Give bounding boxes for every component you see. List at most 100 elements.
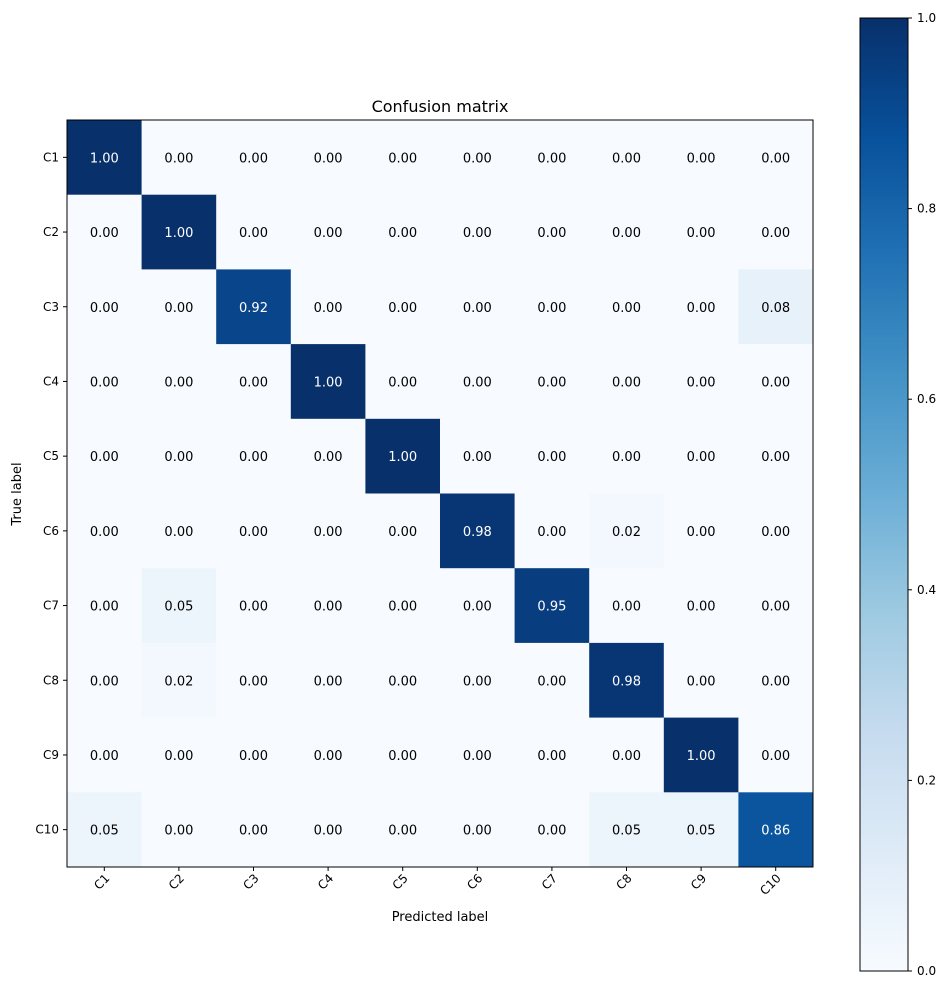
colorbar-tick-label: 0.4 bbox=[917, 583, 936, 597]
cell-value-label: 0.00 bbox=[463, 749, 492, 764]
heatmap-cell bbox=[738, 792, 814, 868]
heatmap-cell bbox=[67, 194, 143, 270]
cell-value-label: 1.00 bbox=[388, 450, 417, 465]
heatmap-cell bbox=[290, 194, 366, 270]
heatmap-cell bbox=[290, 792, 366, 868]
cell-value-label: 0.02 bbox=[164, 674, 193, 689]
heatmap-cell bbox=[514, 344, 590, 420]
colorbar-ticks: 0.0 0.2 0.4 0.6 0.8 1.0 bbox=[908, 11, 936, 978]
heatmap-cell bbox=[216, 344, 292, 420]
x-axis-label: Predicted label bbox=[392, 910, 489, 925]
cell-value-label: 0.00 bbox=[164, 824, 193, 839]
x-tick-label: C5 bbox=[390, 871, 411, 892]
y-axis-label: True label bbox=[10, 462, 25, 526]
heatmap-cell bbox=[589, 418, 665, 494]
heatmap-cell bbox=[290, 269, 366, 345]
heatmap-cell bbox=[365, 717, 441, 793]
heatmap-cell bbox=[514, 120, 590, 196]
heatmap-cell bbox=[514, 194, 590, 270]
cell-value-label: 0.00 bbox=[687, 301, 716, 316]
cell-value-label: 0.00 bbox=[761, 600, 790, 615]
heatmap-cell bbox=[290, 568, 366, 644]
x-tick-label: C3 bbox=[240, 871, 261, 892]
cell-value-label: 0.00 bbox=[388, 375, 417, 390]
cell-value-label: 0.00 bbox=[164, 525, 193, 540]
heatmap-cell bbox=[290, 717, 366, 793]
cell-value-label: 0.00 bbox=[687, 375, 716, 390]
y-axis-ticks: C1 C2 C3 C4 C5 C6 C7 C8 C9 C10 bbox=[35, 150, 67, 837]
heatmap-cell bbox=[589, 717, 665, 793]
heatmap-cell bbox=[738, 493, 814, 569]
cell-value-label: 1.00 bbox=[90, 151, 119, 166]
cell-value-label: 0.00 bbox=[314, 450, 343, 465]
cell-value-label: 0.00 bbox=[314, 525, 343, 540]
cell-value-label: 0.05 bbox=[687, 824, 716, 839]
cell-value-label: 0.00 bbox=[761, 674, 790, 689]
cell-value-label: 0.00 bbox=[687, 450, 716, 465]
cell-value-label: 0.00 bbox=[537, 525, 566, 540]
cell-value-label: 0.00 bbox=[687, 600, 716, 615]
colorbar-tick-label: 0.6 bbox=[917, 392, 936, 406]
heatmap-cell bbox=[216, 194, 292, 270]
cell-value-label: 0.00 bbox=[239, 450, 268, 465]
heatmap-cell bbox=[67, 568, 143, 644]
cell-value-label: 0.00 bbox=[239, 226, 268, 241]
cell-value-label: 0.00 bbox=[463, 151, 492, 166]
heatmap-cell bbox=[365, 344, 441, 420]
cell-value-label: 0.00 bbox=[90, 674, 119, 689]
heatmap-cell bbox=[67, 418, 143, 494]
cell-value-label: 0.08 bbox=[761, 301, 790, 316]
x-tick-label: C7 bbox=[539, 871, 560, 892]
heatmap-cell bbox=[141, 642, 217, 719]
cell-value-label: 0.00 bbox=[463, 824, 492, 839]
heatmap-cell bbox=[440, 717, 516, 793]
heatmap-cell bbox=[663, 568, 739, 644]
heatmap-cell bbox=[290, 493, 366, 569]
heatmap-cell bbox=[589, 194, 665, 270]
cell-value-label: 0.92 bbox=[239, 301, 268, 316]
cell-value-label: 0.00 bbox=[239, 375, 268, 390]
x-tick-label: C1 bbox=[91, 871, 112, 892]
heatmap-cell bbox=[440, 269, 516, 345]
cell-value-label: 0.00 bbox=[463, 226, 492, 241]
x-tick-label: C10 bbox=[757, 871, 784, 898]
heatmap-cell bbox=[514, 418, 590, 494]
heatmap-cell bbox=[440, 418, 516, 494]
cell-value-label: 0.00 bbox=[239, 674, 268, 689]
cell-value-label: 0.98 bbox=[463, 525, 492, 540]
x-axis-ticks: C1 C2 C3 C4 C5 C6 C7 C8 C9 C10 bbox=[91, 867, 784, 898]
heatmap-cell bbox=[738, 568, 814, 644]
heatmap-cell bbox=[440, 194, 516, 270]
cell-value-label: 0.00 bbox=[537, 450, 566, 465]
cell-value-label: 0.05 bbox=[612, 824, 641, 839]
cell-value-label: 0.02 bbox=[612, 525, 641, 540]
heatmap-cell bbox=[216, 717, 292, 793]
cell-value-label: 0.00 bbox=[314, 600, 343, 615]
heatmap-cell bbox=[663, 194, 739, 270]
heatmap-cell bbox=[663, 120, 739, 196]
heatmap-cell bbox=[514, 792, 590, 868]
cell-value-label: 0.95 bbox=[537, 600, 566, 615]
heatmap-cell bbox=[365, 792, 441, 868]
heatmap-cell bbox=[663, 269, 739, 345]
heatmap-cell bbox=[738, 418, 814, 494]
colorbar-tick-label: 1.0 bbox=[917, 11, 936, 25]
heatmap-cell bbox=[290, 120, 366, 196]
cell-value-label: 0.00 bbox=[537, 151, 566, 166]
heatmap-cell bbox=[141, 344, 217, 420]
heatmap-cell bbox=[738, 717, 814, 793]
cell-value-label: 0.00 bbox=[463, 450, 492, 465]
y-tick-label: C3 bbox=[43, 300, 59, 314]
colorbar bbox=[859, 17, 909, 972]
cell-value-label: 0.00 bbox=[164, 151, 193, 166]
cell-value-label: 0.00 bbox=[687, 674, 716, 689]
cell-value-label: 0.00 bbox=[388, 226, 417, 241]
cell-value-label: 0.00 bbox=[761, 226, 790, 241]
cell-value-label: 0.00 bbox=[537, 375, 566, 390]
cell-value-label: 0.00 bbox=[90, 600, 119, 615]
cell-value-label: 0.00 bbox=[388, 824, 417, 839]
heatmap-cell bbox=[440, 493, 516, 569]
heatmap-cell bbox=[141, 269, 217, 345]
colorbar-tick-label: 0.2 bbox=[917, 773, 936, 787]
cell-value-label: 0.00 bbox=[90, 301, 119, 316]
